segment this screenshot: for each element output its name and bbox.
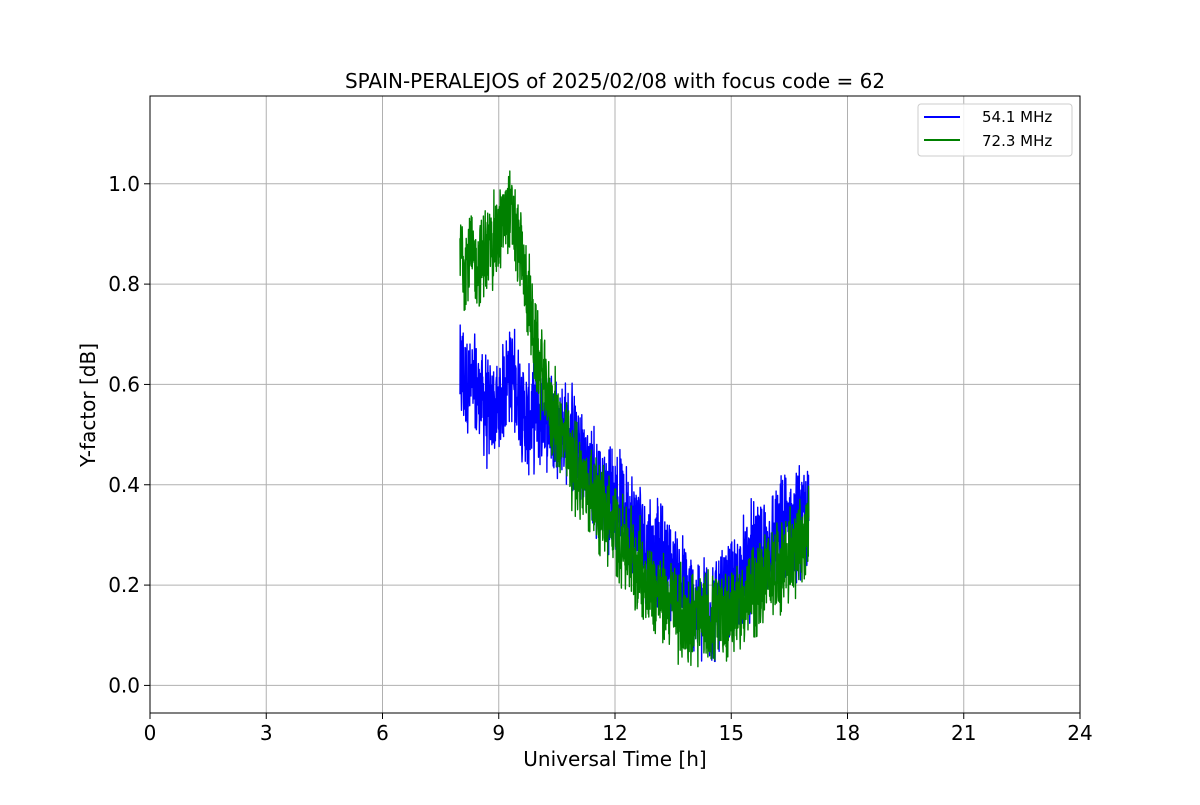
y-tick-label: 0.2 bbox=[108, 573, 140, 597]
ticks-layer: 0 3 6 9 12 15 18 21 24 0.0 0.2 0.4 0.6 0.8 1.0 bbox=[108, 172, 1093, 745]
x-tick-label: 0 bbox=[144, 721, 157, 745]
x-tick-label: 3 bbox=[260, 721, 273, 745]
series-line-54mhz bbox=[459, 324, 810, 663]
y-tick-label: 0.6 bbox=[108, 372, 140, 396]
x-tick-label: 18 bbox=[835, 721, 860, 745]
legend-label-54mhz: 54.1 MHz bbox=[982, 108, 1052, 126]
x-tick-label: 15 bbox=[719, 721, 744, 745]
series-layer bbox=[459, 170, 810, 668]
x-tick-label: 21 bbox=[951, 721, 976, 745]
y-tick-label: 1.0 bbox=[108, 172, 140, 196]
chart-title: SPAIN-PERALEJOS of 2025/02/08 with focus… bbox=[345, 69, 885, 93]
x-tick-label: 6 bbox=[376, 721, 389, 745]
y-tick-label: 0.8 bbox=[108, 272, 140, 296]
y-tick-label: 0.4 bbox=[108, 473, 140, 497]
series-line-72mhz bbox=[459, 170, 810, 668]
legend: 54.1 MHz 72.3 MHz bbox=[917, 103, 1073, 157]
x-axis-label: Universal Time [h] bbox=[523, 747, 706, 771]
y-tick-label: 0.0 bbox=[108, 673, 140, 697]
x-tick-label: 9 bbox=[492, 721, 505, 745]
grid-layer bbox=[149, 96, 1081, 713]
y-axis-label: Y-factor [dB] bbox=[76, 343, 100, 468]
x-tick-label: 24 bbox=[1067, 721, 1092, 745]
legend-label-72mhz: 72.3 MHz bbox=[982, 132, 1052, 150]
x-tick-label: 12 bbox=[602, 721, 627, 745]
